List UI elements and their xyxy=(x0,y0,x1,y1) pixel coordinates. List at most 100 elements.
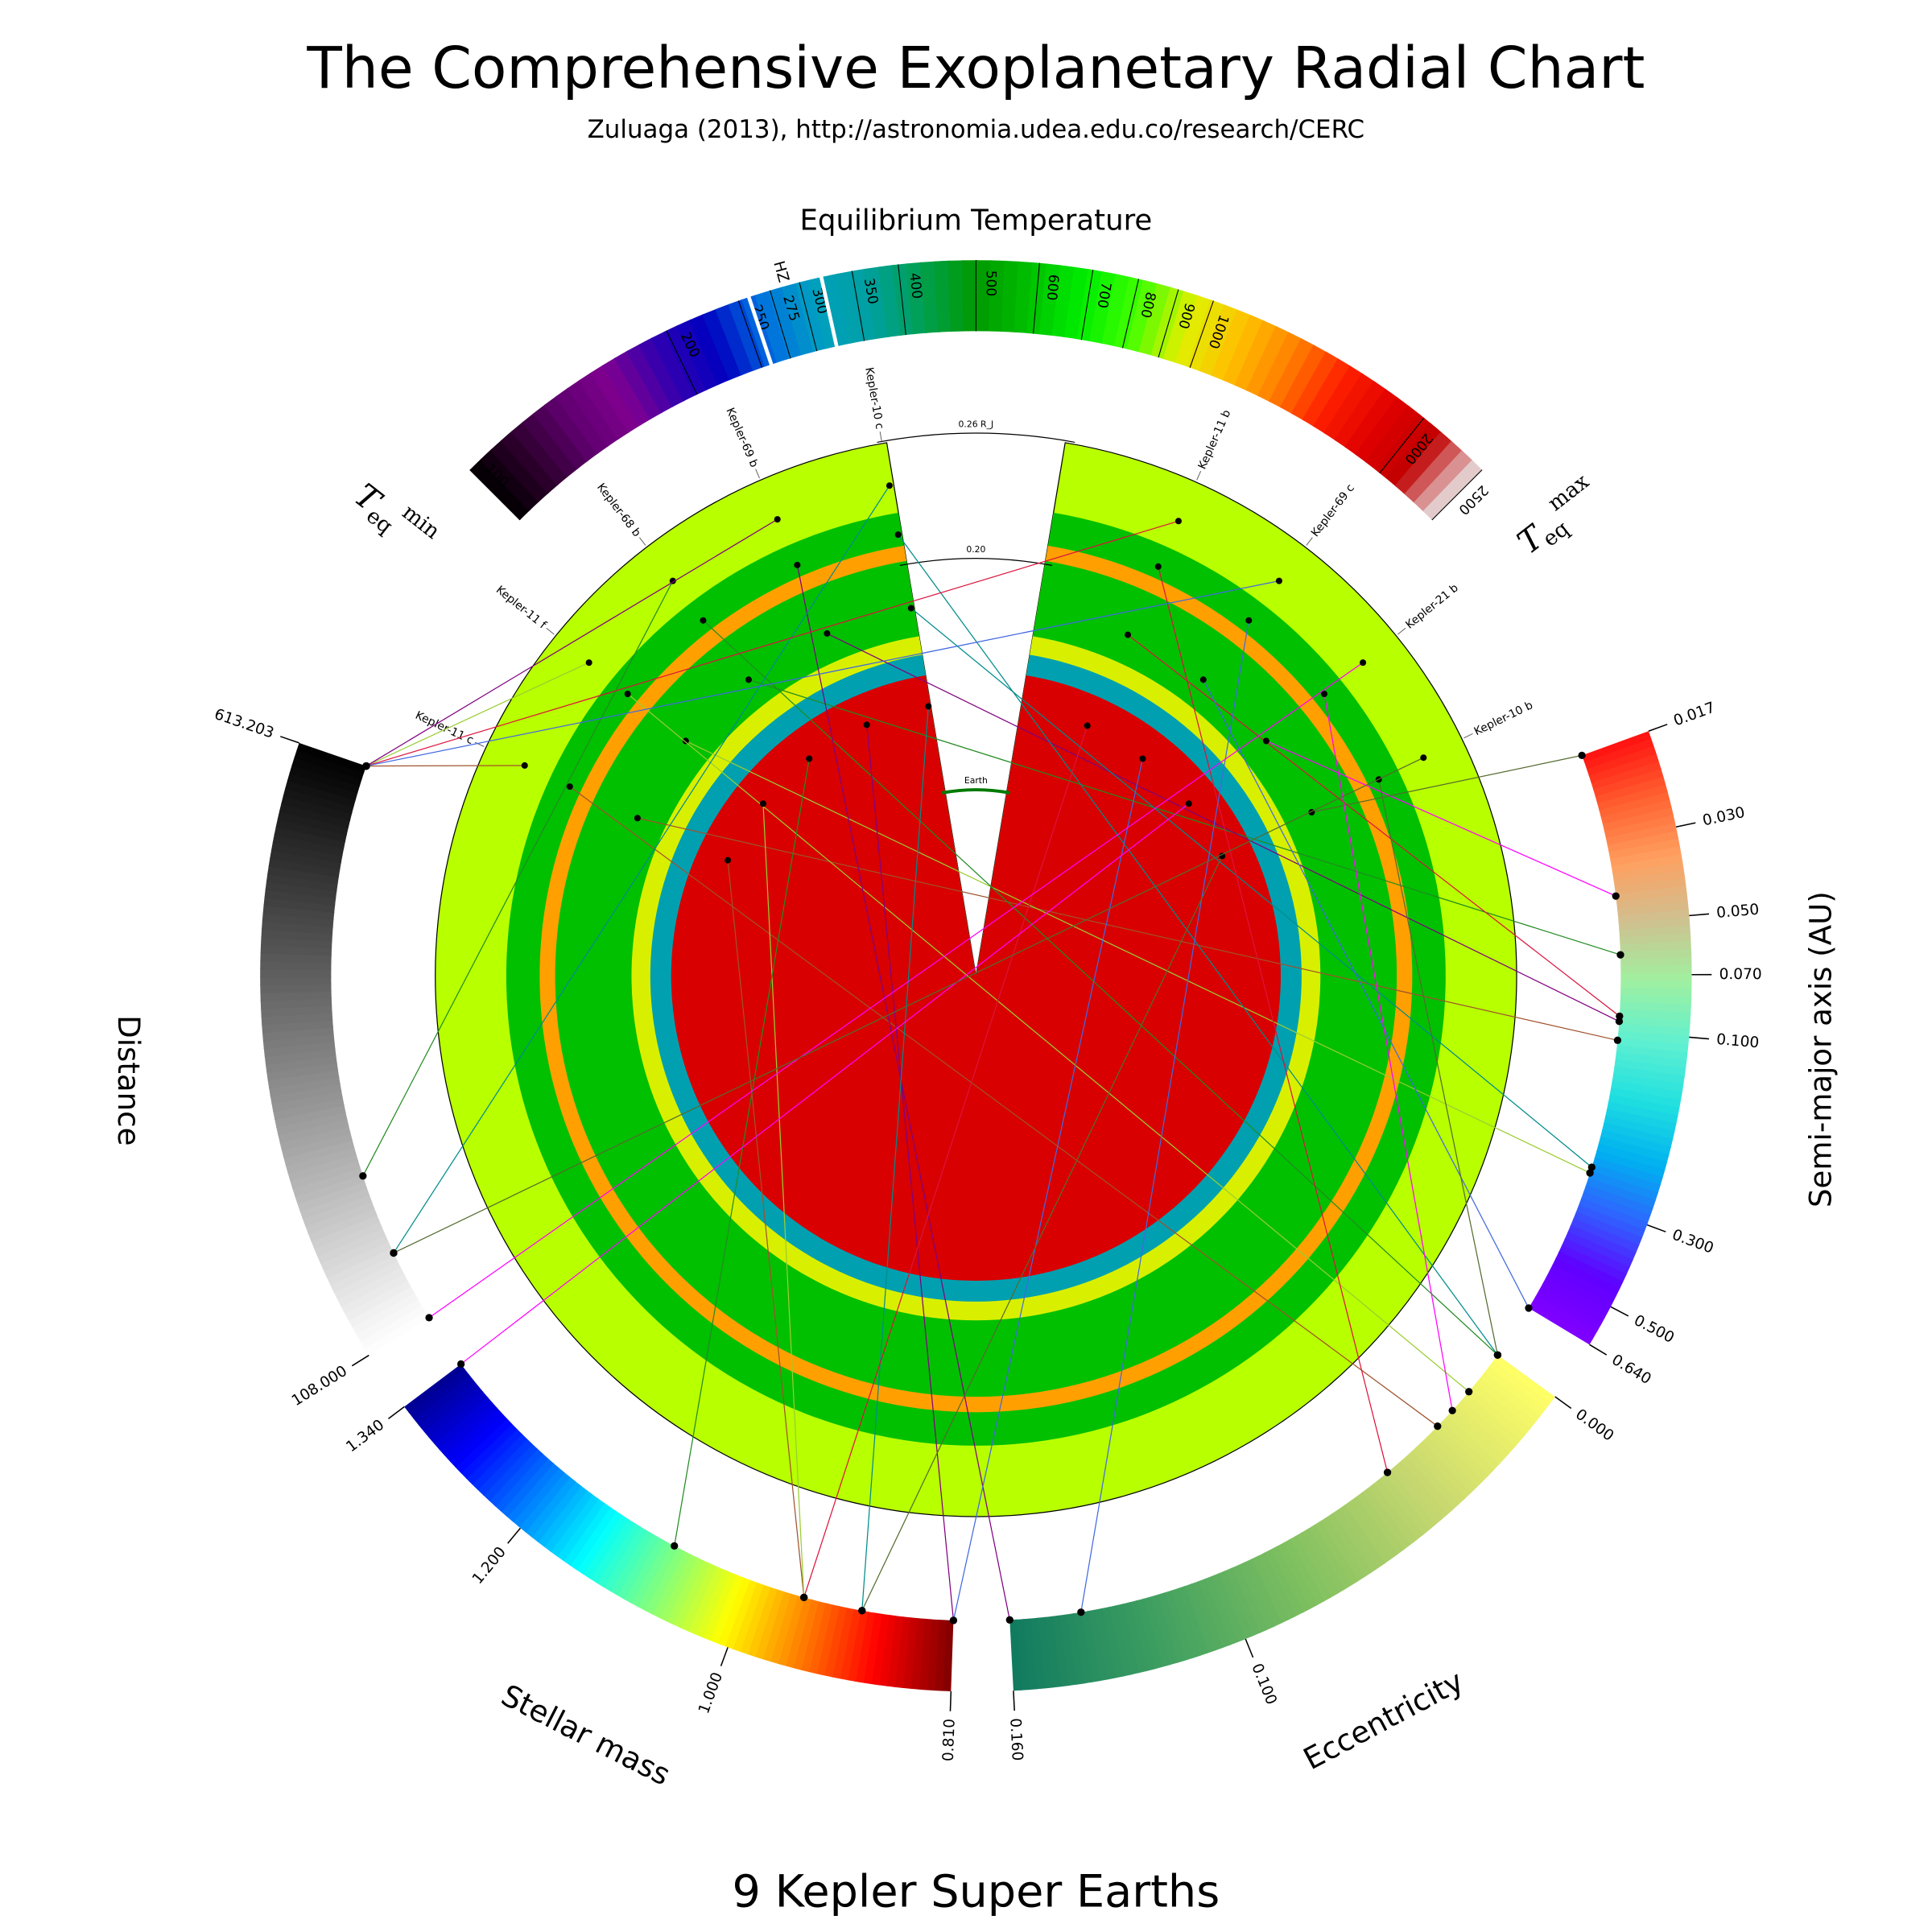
color-band xyxy=(1605,823,1678,847)
color-band xyxy=(877,265,902,337)
color-band xyxy=(702,308,743,381)
color-band xyxy=(1394,431,1453,496)
connector xyxy=(362,580,674,1177)
color-band xyxy=(297,1180,368,1212)
color-band xyxy=(1064,266,1091,340)
scale-tick-label: 0.100 xyxy=(1715,1031,1760,1051)
value-dot xyxy=(949,1616,958,1624)
scale-tick xyxy=(1554,1396,1572,1410)
color-band xyxy=(1367,1484,1418,1546)
color-band xyxy=(702,1571,737,1641)
color-band xyxy=(1307,1524,1352,1590)
color-band xyxy=(1197,1578,1231,1649)
temperature-tick xyxy=(1121,279,1140,349)
color-band xyxy=(273,1097,345,1121)
color-band xyxy=(1617,901,1689,918)
planet-anchor xyxy=(759,800,767,807)
color-band xyxy=(1234,320,1278,391)
color-band xyxy=(294,749,365,780)
color-band xyxy=(277,810,349,836)
color-band xyxy=(279,803,351,828)
color-band xyxy=(263,1040,336,1058)
color-band xyxy=(609,1530,654,1596)
connector xyxy=(428,662,1364,1319)
color-band xyxy=(934,1620,947,1691)
scale-tick xyxy=(1589,1344,1608,1356)
value-dot xyxy=(457,1360,465,1368)
color-band xyxy=(1614,1059,1686,1078)
color-band xyxy=(480,448,540,511)
color-band xyxy=(404,1364,466,1414)
color-band xyxy=(1150,1594,1179,1666)
color-band xyxy=(296,742,366,774)
color-band xyxy=(854,1611,875,1683)
scale-tick-label: 0.070 xyxy=(1719,966,1762,983)
color-band xyxy=(989,260,1006,332)
value-dot xyxy=(390,1249,398,1257)
planet-anchor xyxy=(886,482,893,489)
planet-anchor xyxy=(624,691,631,698)
scale-tick xyxy=(1610,1306,1629,1317)
color-band xyxy=(543,395,599,462)
color-band xyxy=(413,1374,475,1426)
color-band xyxy=(1546,1270,1613,1311)
color-band xyxy=(260,976,332,986)
connector xyxy=(1323,693,1453,1411)
temperature-tick-label: 500 xyxy=(983,270,999,296)
color-band xyxy=(1604,1115,1675,1141)
color-band xyxy=(1586,745,1657,777)
color-band xyxy=(630,1540,672,1608)
planet-anchor xyxy=(1185,800,1192,807)
chart-footer: 9 Kepler Super Earths xyxy=(733,1866,1220,1918)
color-band xyxy=(311,1214,380,1249)
value-dot xyxy=(362,762,370,770)
planet-ray xyxy=(1196,470,1202,481)
color-band xyxy=(1542,1277,1609,1319)
color-band xyxy=(1384,1470,1436,1531)
color-band xyxy=(512,1467,565,1528)
color-band xyxy=(792,1599,819,1670)
planet-ray xyxy=(879,431,882,442)
color-band xyxy=(283,1139,355,1166)
color-band xyxy=(1584,738,1654,770)
color-band xyxy=(1100,1607,1125,1678)
connector xyxy=(748,679,1621,956)
temperature-tick xyxy=(770,290,791,359)
color-band xyxy=(1555,1251,1624,1290)
color-band xyxy=(1590,1164,1661,1194)
color-band xyxy=(1385,423,1443,487)
color-band xyxy=(1426,1431,1483,1488)
color-band xyxy=(1611,1080,1682,1101)
color-band xyxy=(465,1428,522,1485)
color-band xyxy=(261,928,333,942)
color-band xyxy=(1204,1575,1239,1645)
color-band xyxy=(566,379,620,448)
temperature-axis-title: Equilibrium Temperature xyxy=(799,204,1152,237)
color-band xyxy=(1404,440,1463,504)
color-band xyxy=(695,1568,731,1638)
color-band xyxy=(1570,1218,1640,1254)
color-band xyxy=(582,1514,629,1579)
color-band xyxy=(524,1476,576,1538)
color-band xyxy=(934,260,953,332)
color-band xyxy=(676,319,720,390)
scale-tick-label: 0.050 xyxy=(1715,902,1760,922)
color-band xyxy=(1237,1562,1275,1631)
color-band xyxy=(1616,1038,1689,1054)
connector xyxy=(1265,740,1616,897)
color-band xyxy=(285,779,357,807)
connector xyxy=(910,608,1592,1168)
color-band xyxy=(433,1397,493,1451)
planet-ray xyxy=(755,469,760,479)
planet-anchor xyxy=(1275,577,1282,584)
connector xyxy=(1378,779,1499,1356)
connector xyxy=(952,758,1144,1621)
color-band xyxy=(601,357,652,427)
color-band xyxy=(418,1380,479,1432)
color-band xyxy=(1245,325,1290,397)
color-band xyxy=(313,1220,383,1257)
color-band xyxy=(1211,309,1253,382)
planet-anchor xyxy=(1360,659,1367,667)
color-band xyxy=(1250,1555,1290,1624)
